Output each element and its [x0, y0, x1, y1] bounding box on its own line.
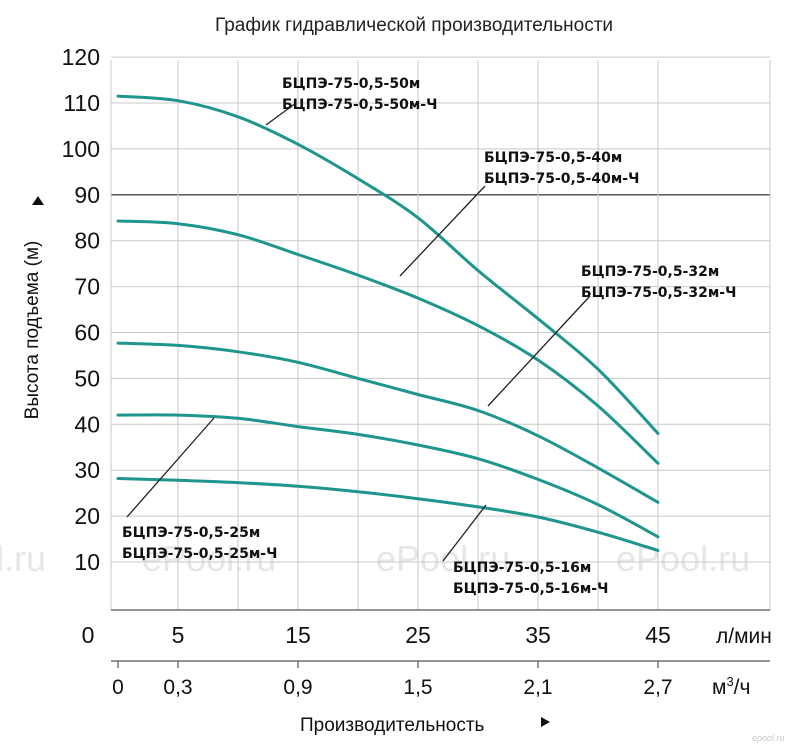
watermark-1: l.ru: [0, 538, 46, 579]
y-tick-label: 10: [74, 549, 100, 575]
x-tick-label-secondary: 2,1: [523, 676, 552, 699]
y-tick-label: 100: [62, 136, 100, 162]
x-tick-labels-secondary: 0 0,3 0,9 1,5 2,1 2,7: [112, 661, 673, 699]
series-label-line1: БЦПЭ-75-0,5-25м: [122, 525, 260, 541]
y-tick-label: 40: [74, 411, 100, 437]
y-tick-label: 80: [74, 228, 100, 254]
x-tick-label-primary: 45: [645, 622, 671, 648]
series-line: [116, 219, 660, 465]
watermark-group: l.ru ePool.ru ePool.ru ePool.ru epool.ru: [0, 538, 785, 743]
series-line: [116, 413, 660, 539]
series-line: [116, 94, 660, 435]
y-tick-label: 70: [74, 274, 100, 300]
series-line: [116, 341, 660, 504]
series-labels: БЦПЭ-75-0,5-50м БЦПЭ-75-0,5-50м-Ч БЦПЭ-75-…: [122, 76, 736, 597]
y-tick-label: 110: [63, 90, 100, 116]
series-label-line2: БЦПЭ-75-0,5-25м-Ч: [122, 546, 277, 562]
grid: [110, 56, 771, 610]
series-label-line1: БЦПЭ-75-0,5-50м: [282, 76, 420, 92]
y-tick-label: 50: [74, 365, 100, 391]
watermark-3: ePool.ru: [376, 538, 510, 579]
series-label-line2: БЦПЭ-75-0,5-50м-Ч: [282, 97, 437, 113]
series-label-line2: БЦПЭ-75-0,5-32м-Ч: [581, 285, 736, 301]
label-pointer: [399, 185, 486, 277]
series-label-line2: БЦПЭ-75-0,5-16м-Ч: [453, 581, 608, 597]
x-tick-label-secondary: 0,9: [283, 676, 312, 699]
x-tick-label-primary: 35: [525, 622, 551, 648]
label-pointer: [265, 102, 297, 126]
watermark-2: ePool.ru: [142, 538, 276, 579]
label-pointer: [442, 504, 487, 562]
chart-title: График гидравлической производительности: [215, 15, 613, 36]
series-curves: [116, 94, 660, 552]
x-tick-label-primary: 15: [285, 622, 311, 648]
y-tick-label: 30: [74, 457, 100, 483]
y-tick-label: 90: [74, 182, 100, 208]
x-tick-label-primary: 25: [405, 622, 431, 648]
label-pointer: [126, 417, 215, 518]
x-tick-label-primary: 5: [172, 622, 185, 648]
label-pointers: [126, 102, 591, 562]
x-tick-label-secondary: 0,3: [163, 676, 192, 699]
x-tick-label-secondary: 0: [112, 676, 124, 699]
y-tick-label: 20: [74, 503, 100, 529]
x-axis-label: Производительность: [300, 715, 485, 736]
x-tick-label-secondary: 2,7: [643, 676, 672, 699]
y-axis-arrow-icon: [32, 196, 44, 205]
series-label-line2: БЦПЭ-75-0,5-40м-Ч: [484, 171, 639, 187]
x-unit-secondary: м3/ч: [712, 674, 750, 699]
x-tick-label-primary: 0: [82, 622, 95, 648]
series-label-line1: БЦПЭ-75-0,5-16м: [453, 560, 591, 576]
y-tick-labels: 10 20 30 40 50 60 70 80 90 100 110 120: [62, 44, 100, 575]
series-line: [116, 477, 660, 552]
x-axis-arrow-icon: [541, 717, 550, 727]
y-tick-label: 120: [62, 44, 100, 70]
series-label-line1: БЦПЭ-75-0,5-32м: [581, 264, 719, 280]
y-axis-label: Высота подъема (м): [22, 241, 43, 420]
y-tick-label: 60: [74, 320, 100, 346]
x-unit-primary: л/мин: [716, 625, 772, 648]
x-tick-label-secondary: 1,5: [403, 676, 432, 699]
series-label-line1: БЦПЭ-75-0,5-40м: [484, 150, 622, 166]
x-tick-labels-primary: 0 5 15 25 35 45: [82, 622, 671, 648]
watermark-5: epool.ru: [752, 733, 785, 743]
label-pointer: [487, 295, 591, 407]
